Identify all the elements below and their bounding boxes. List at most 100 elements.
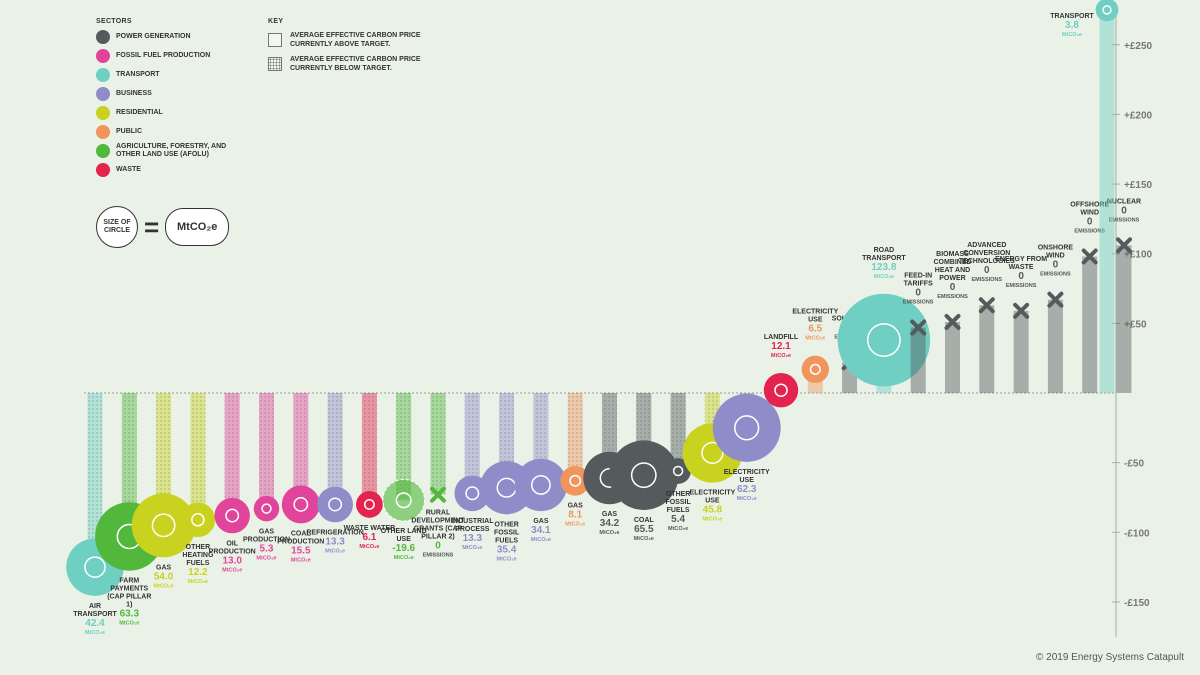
bar-label: ENERGY FROM bbox=[995, 256, 1047, 263]
bar-label: ONSHORE bbox=[1038, 245, 1074, 252]
bar-dots bbox=[361, 393, 377, 505]
bubble bbox=[763, 372, 799, 408]
bubble-icon bbox=[225, 508, 240, 523]
cross-icon bbox=[944, 313, 961, 330]
bar-unit: MtCO₂e bbox=[325, 548, 345, 554]
bar-label: PRODUCTION bbox=[243, 536, 290, 543]
bar-label: REFRIGERATION bbox=[306, 529, 363, 536]
bar bbox=[1099, 9, 1115, 394]
bar-label: OFFSHORE bbox=[1070, 201, 1109, 208]
bar-unit: EMISSIONS bbox=[972, 277, 1003, 283]
bubble-icon bbox=[866, 323, 901, 358]
bar-label: FOSSIL bbox=[494, 529, 520, 536]
bar-label: TRANSPORT bbox=[1050, 13, 1094, 20]
bar-unit: EMISSIONS bbox=[423, 553, 454, 559]
y-tick-label: -£50 bbox=[1124, 459, 1144, 470]
bar-label: COAL bbox=[634, 517, 655, 524]
bubble bbox=[665, 458, 691, 484]
bar-unit: MtCO₂e bbox=[874, 274, 894, 280]
bubble bbox=[801, 355, 829, 384]
bar-label: LANDFILL bbox=[764, 334, 799, 341]
bar-emissions: 42.4 bbox=[85, 618, 105, 629]
bubble bbox=[214, 497, 250, 534]
bar-dots bbox=[224, 393, 240, 516]
bar-label: USE bbox=[808, 317, 823, 324]
bar-label: FUELS bbox=[495, 537, 518, 544]
bar-unit: MtCO₂e bbox=[668, 526, 688, 532]
bar-label: PRODUCTION bbox=[209, 548, 256, 555]
bubble bbox=[514, 458, 568, 512]
bar-unit: EMISSIONS bbox=[1109, 217, 1140, 223]
bar-emissions: 6.5 bbox=[808, 324, 822, 335]
bar-label: PAYMENTS bbox=[110, 586, 148, 593]
bar-label: OTHER LAND bbox=[381, 528, 427, 535]
bar-label: GAS bbox=[259, 528, 275, 535]
legend-label: TRANSPORT bbox=[116, 71, 160, 78]
co2-cloud-icon: MtCO₂e bbox=[165, 208, 230, 246]
bubble bbox=[712, 393, 781, 462]
bar-dots bbox=[293, 393, 309, 505]
bar-emissions: 6.1 bbox=[362, 532, 376, 543]
bar-label: DEVELOPMENT bbox=[411, 518, 465, 525]
bar-label: PILLAR 2) bbox=[421, 534, 454, 541]
bar-label: GAS bbox=[156, 564, 172, 571]
bar-emissions: 13.3 bbox=[325, 536, 345, 547]
bar bbox=[945, 321, 960, 393]
cross-icon bbox=[978, 297, 995, 314]
bar-label: PRODUCTION bbox=[277, 538, 324, 545]
bar-emissions: 62.3 bbox=[737, 484, 757, 495]
bar-emissions: 45.8 bbox=[703, 505, 723, 516]
bubble-icon bbox=[465, 486, 480, 501]
bar-unit: EMISSIONS bbox=[937, 294, 968, 300]
key-swatch-dotted bbox=[268, 57, 282, 71]
bar-label: WIND bbox=[1046, 253, 1065, 260]
y-tick-label: +£50 bbox=[1124, 319, 1147, 330]
bar-emissions: 3.8 bbox=[1065, 20, 1079, 31]
bar-dots bbox=[121, 393, 137, 537]
legend-dot bbox=[96, 125, 110, 139]
legend-item: PUBLIC bbox=[96, 125, 246, 139]
bar-emissions: 34.1 bbox=[531, 525, 551, 536]
key-swatch-plain bbox=[268, 33, 282, 47]
legend-item: FOSSIL FUEL PRODUCTION bbox=[96, 49, 246, 63]
bar-label: TECHNOLOGIES bbox=[959, 258, 1015, 265]
legend-label: AGRICULTURE, FORESTRY, AND OTHER LAND US… bbox=[116, 143, 227, 158]
bar-unit: EMISSIONS bbox=[903, 300, 934, 306]
bar-dots bbox=[670, 393, 686, 472]
bar bbox=[1047, 299, 1063, 393]
bar-emissions: 65.5 bbox=[634, 524, 654, 535]
bar-label: FARM bbox=[119, 578, 139, 585]
bar-label: CONVERSION bbox=[963, 250, 1010, 257]
bar-unit: MtCO₂e bbox=[119, 621, 139, 627]
bar-emissions: 12.2 bbox=[188, 567, 208, 578]
bar-emissions: 15.5 bbox=[291, 545, 311, 556]
legend-label: BUSINESS bbox=[116, 90, 152, 97]
bar-label: ADVANCED bbox=[967, 242, 1006, 249]
legend-dot bbox=[96, 106, 110, 120]
bar-emissions: 5.4 bbox=[671, 514, 685, 525]
bubble-icon bbox=[530, 475, 551, 495]
bar-unit: MtCO₂e bbox=[291, 557, 311, 563]
bar-emissions: 0 bbox=[915, 288, 921, 299]
bar-label: TARIFFS bbox=[904, 281, 933, 288]
bar-unit: MtCO₂e bbox=[462, 545, 482, 551]
bar-label: HEAT AND bbox=[935, 267, 970, 274]
bar bbox=[1082, 256, 1098, 393]
bar-emissions: 13.0 bbox=[222, 555, 242, 566]
bubble-icon bbox=[774, 383, 788, 397]
bar-unit: MtCO₂e bbox=[565, 522, 585, 528]
bar-label: USE bbox=[705, 498, 720, 505]
bar-unit: MtCO₂e bbox=[222, 567, 242, 573]
legend-label: RESIDENTIAL bbox=[116, 109, 163, 116]
bar-emissions: 0 bbox=[1053, 260, 1059, 271]
bar-label: POWER bbox=[939, 275, 965, 282]
bar-dots bbox=[396, 393, 412, 501]
bar-label: ELECTRICITY bbox=[724, 469, 770, 476]
legend-item: TRANSPORT bbox=[96, 68, 246, 82]
key-below: AVERAGE EFFECTIVE CARBON PRICE CURRENTLY… bbox=[268, 55, 430, 73]
bar-dots bbox=[464, 393, 480, 494]
bar-unit: MtCO₂e bbox=[599, 530, 619, 536]
bubble bbox=[560, 465, 591, 496]
legend-title: SECTORS bbox=[96, 18, 132, 25]
